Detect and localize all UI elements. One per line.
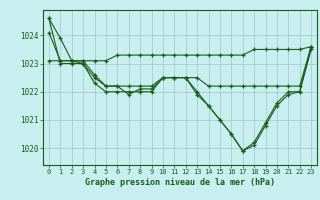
X-axis label: Graphe pression niveau de la mer (hPa): Graphe pression niveau de la mer (hPa) [85,178,275,187]
